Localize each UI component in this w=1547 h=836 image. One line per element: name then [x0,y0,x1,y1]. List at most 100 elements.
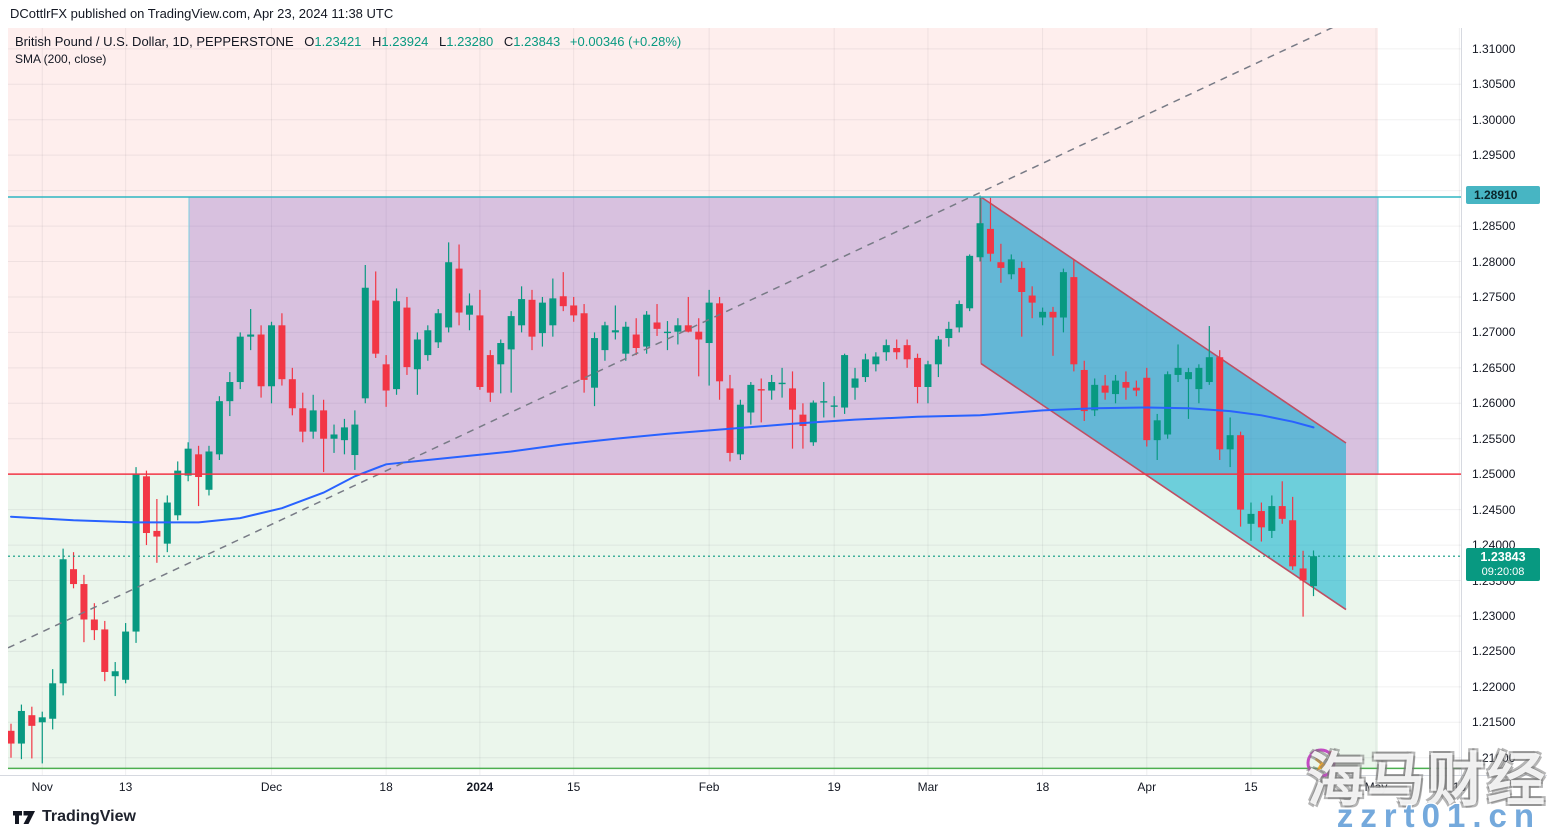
price-tick-label: 1.27000 [1472,325,1516,340]
candle-body [372,300,380,354]
candle-body [955,304,963,328]
candle-body [976,223,984,258]
candle-body [799,414,807,426]
time-tick-label: 2024 [466,780,494,794]
candle-body [497,343,505,365]
watermark-url-text: zzrt01.cn [1336,797,1541,834]
candle-body [288,379,296,409]
candle-body [1195,367,1203,390]
candle-body [465,305,473,315]
candle-body [1205,357,1213,383]
candle-body [49,683,57,719]
candle-body [570,305,578,316]
indicator-legend[interactable]: SMA (200, close) [15,52,107,66]
candle-body [361,287,369,399]
candle-body [622,326,630,354]
candle-body [1049,311,1057,318]
candle-body [215,401,223,455]
candle-body [1257,511,1265,528]
candle-body [59,559,67,684]
candle-body [1237,435,1245,510]
candle-body [1059,272,1067,318]
candle-body [945,328,953,339]
candle-body [903,345,911,360]
candle-body [601,325,609,351]
candle-body [90,619,98,631]
candle-body [455,268,463,313]
candle-body [705,302,713,344]
last-price-value: 1.23843 [1480,550,1526,564]
candle-body [997,262,1005,268]
bar-countdown: 09:20:08 [1481,566,1525,578]
candle-body [663,331,671,334]
channel-lower-line[interactable] [980,362,1347,611]
candle-body [861,359,869,378]
candle-body [591,338,599,388]
price-tick-label: 1.26000 [1472,396,1516,411]
candle-body [893,347,901,353]
candle-body [757,389,765,391]
candle-body [684,325,692,332]
tradingview-footer[interactable]: TradingView [12,808,136,826]
candle-body [320,410,328,439]
candle-body [1091,384,1099,411]
candle-body [1226,435,1234,450]
tradingview-logo-icon[interactable] [12,809,36,826]
candle-body [434,313,442,343]
candle-body [1007,259,1015,275]
candle-body [986,228,994,254]
candle-body [1080,369,1088,412]
pane-group [8,24,1461,775]
candle-body [413,339,421,370]
candle-body [528,299,536,337]
ohlc-open: O1.23421 [304,34,362,49]
candle-body [424,330,432,356]
candle-body [1247,513,1255,524]
price-tick-label: 1.22500 [1472,644,1516,659]
candle-body [851,378,859,388]
candle-body [580,313,588,380]
candle-body [1132,387,1140,391]
candle-body [1299,568,1307,581]
candle-body [132,474,140,632]
price-tick-label: 1.22000 [1472,679,1516,694]
candle-body [236,336,244,383]
candle-body [1278,506,1286,519]
price-axis-border [1461,28,1462,798]
watermark-cn-text: 海马财经 [1306,748,1547,813]
candle-body [1310,556,1317,587]
channel-upper-line[interactable] [980,196,1347,444]
candle-body [872,356,880,365]
candle-body [184,448,192,476]
candle-body [80,584,88,620]
candle-body [195,454,203,478]
time-tick-label: 19 [827,780,841,794]
candle-body [28,715,36,726]
time-tick-label: 18 [379,780,393,794]
candle-body [17,710,25,744]
symbol-legend[interactable]: British Pound / U.S. Dollar, 1D, PEPPERS… [15,34,681,49]
tradingview-logo-text[interactable]: TradingView [42,808,136,825]
time-tick-label: 13 [1452,780,1467,794]
price-tick-label: 1.29500 [1472,148,1516,163]
time-tick-label: Feb [698,780,720,794]
dashed-trendline[interactable] [8,24,1340,649]
watermark-logo-icon [1306,748,1336,778]
candle-body [778,382,786,385]
candle-body [914,357,922,387]
candle-body [559,296,567,307]
price-tick-label: 1.21500 [1472,715,1516,730]
candle-body [538,302,546,334]
sma-200-line[interactable] [10,406,1315,524]
candle-body [111,671,119,677]
candle-body [1028,295,1036,303]
last-price-tag: 1.23843 09:20:08 [1466,548,1540,581]
candle-body [653,322,661,329]
change-value: +0.00346 (+0.28%) [569,34,682,49]
candle-body [966,255,974,309]
symbol-title[interactable]: British Pound / U.S. Dollar, 1D, PEPPERS… [15,34,294,49]
candle-body [351,424,359,456]
candle-body [101,629,109,672]
